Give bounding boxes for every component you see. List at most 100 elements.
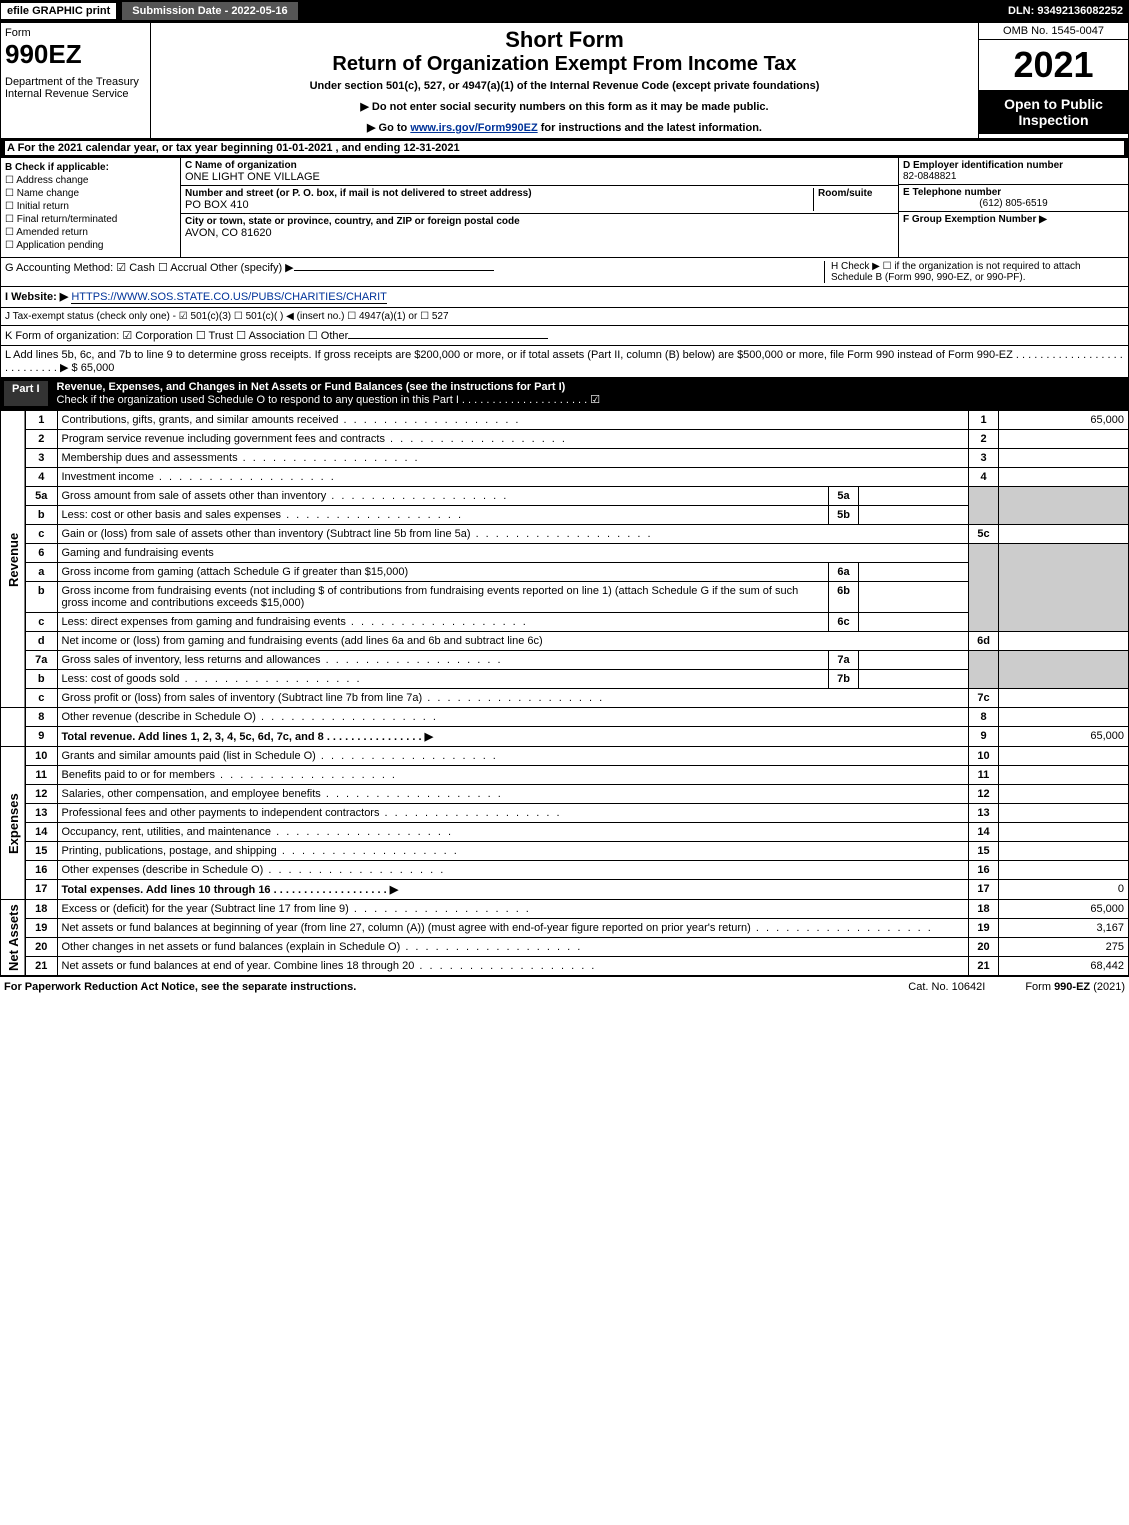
r15-rv bbox=[999, 842, 1129, 861]
r12-rn: 12 bbox=[969, 785, 999, 804]
r4-n: 4 bbox=[25, 468, 57, 487]
r6d-rn: 6d bbox=[969, 632, 999, 651]
r21-rn: 21 bbox=[969, 957, 999, 976]
r15-rn: 15 bbox=[969, 842, 999, 861]
efile-label[interactable]: efile GRAPHIC print bbox=[0, 2, 117, 20]
c-city-label: City or town, state or province, country… bbox=[185, 216, 520, 227]
r14-d: Occupancy, rent, utilities, and maintena… bbox=[57, 823, 969, 842]
d-ein-label: D Employer identification number bbox=[903, 160, 1063, 171]
r20-n: 20 bbox=[25, 938, 57, 957]
r5a-d: Gross amount from sale of assets other t… bbox=[57, 487, 829, 506]
entity-block: B Check if applicable: ☐ Address change … bbox=[0, 158, 1129, 258]
r13-n: 13 bbox=[25, 804, 57, 823]
rev-side-spacer bbox=[1, 708, 26, 747]
r6-n: 6 bbox=[25, 544, 57, 563]
form-label: Form bbox=[5, 27, 146, 39]
chk-name[interactable]: ☐ Name change bbox=[5, 188, 176, 199]
r7a-sv bbox=[859, 651, 969, 670]
part-1-table: Revenue 1 Contributions, gifts, grants, … bbox=[0, 410, 1129, 976]
r20-d: Other changes in net assets or fund bala… bbox=[57, 938, 969, 957]
r9-n: 9 bbox=[25, 727, 57, 747]
r5-shade-v bbox=[999, 487, 1129, 525]
r8-n: 8 bbox=[25, 708, 57, 727]
r7b-sv bbox=[859, 670, 969, 689]
r6d-d: Net income or (loss) from gaming and fun… bbox=[57, 632, 969, 651]
section-b: B Check if applicable: ☐ Address change … bbox=[1, 158, 181, 257]
r19-d: Net assets or fund balances at beginning… bbox=[57, 919, 969, 938]
r15-d: Printing, publications, postage, and shi… bbox=[57, 842, 969, 861]
r5a-sn: 5a bbox=[829, 487, 859, 506]
r7c-rn: 7c bbox=[969, 689, 999, 708]
r7c-n: c bbox=[25, 689, 57, 708]
chk-address[interactable]: ☐ Address change bbox=[5, 175, 176, 186]
chk-initial[interactable]: ☐ Initial return bbox=[5, 201, 176, 212]
section-c: C Name of organization ONE LIGHT ONE VIL… bbox=[181, 158, 898, 257]
instr-2: ▶ Go to www.irs.gov/Form990EZ for instru… bbox=[155, 121, 974, 134]
r6c-n: c bbox=[25, 613, 57, 632]
instr-1: ▶ Do not enter social security numbers o… bbox=[155, 100, 974, 113]
r2-rv bbox=[999, 430, 1129, 449]
line-k: K Form of organization: ☑ Corporation ☐ … bbox=[0, 326, 1129, 346]
r6-shade-v bbox=[999, 544, 1129, 632]
expenses-side-label: Expenses bbox=[1, 747, 26, 900]
line-i: I Website: ▶ HTTPS://WWW.SOS.STATE.CO.US… bbox=[0, 287, 1129, 308]
chk-pending[interactable]: ☐ Application pending bbox=[5, 240, 176, 251]
section-d: D Employer identification number 82-0848… bbox=[898, 158, 1128, 257]
r6c-sn: 6c bbox=[829, 613, 859, 632]
r7a-n: 7a bbox=[25, 651, 57, 670]
r5b-n: b bbox=[25, 506, 57, 525]
netassets-side-label: Net Assets bbox=[1, 900, 26, 976]
r11-d: Benefits paid to or for members bbox=[57, 766, 969, 785]
r13-rn: 13 bbox=[969, 804, 999, 823]
tax-year: 2021 bbox=[979, 40, 1128, 90]
dept-label: Department of the Treasury Internal Reve… bbox=[5, 76, 146, 100]
r2-n: 2 bbox=[25, 430, 57, 449]
r19-rn: 19 bbox=[969, 919, 999, 938]
part-1-header: Part I Revenue, Expenses, and Changes in… bbox=[0, 378, 1129, 410]
b-label: B Check if applicable: bbox=[5, 162, 176, 173]
website-url[interactable]: HTTPS://WWW.SOS.STATE.CO.US/PUBS/CHARITI… bbox=[71, 291, 387, 303]
r6b-d: Gross income from fundraising events (no… bbox=[57, 582, 829, 613]
row-a-text: A For the 2021 calendar year, or tax yea… bbox=[5, 141, 1124, 155]
r7-shade-v bbox=[999, 651, 1129, 689]
r18-n: 18 bbox=[25, 900, 57, 919]
r1-rv: 65,000 bbox=[999, 411, 1129, 430]
r6a-d: Gross income from gaming (attach Schedul… bbox=[57, 563, 829, 582]
r6c-d: Less: direct expenses from gaming and fu… bbox=[57, 613, 829, 632]
r19-rv: 3,167 bbox=[999, 919, 1129, 938]
submission-date: Submission Date - 2022-05-16 bbox=[121, 1, 298, 21]
r7-shade bbox=[969, 651, 999, 689]
irs-link[interactable]: www.irs.gov/Form990EZ bbox=[410, 122, 537, 134]
website-link[interactable]: HTTPS://WWW.SOS.STATE.CO.US/PUBS/CHARITI… bbox=[71, 291, 387, 304]
r6b-n: b bbox=[25, 582, 57, 613]
r10-d: Grants and similar amounts paid (list in… bbox=[57, 747, 969, 766]
open-to-public: Open to Public Inspection bbox=[979, 90, 1128, 134]
k-blank[interactable] bbox=[348, 338, 548, 339]
r7a-sn: 7a bbox=[829, 651, 859, 670]
row-a: A For the 2021 calendar year, or tax yea… bbox=[0, 139, 1129, 158]
r12-n: 12 bbox=[25, 785, 57, 804]
r5a-n: 5a bbox=[25, 487, 57, 506]
r11-rv bbox=[999, 766, 1129, 785]
r18-rn: 18 bbox=[969, 900, 999, 919]
r6b-sv bbox=[859, 582, 969, 613]
top-bar: efile GRAPHIC print Submission Date - 20… bbox=[0, 0, 1129, 22]
chk-amended[interactable]: ☐ Amended return bbox=[5, 227, 176, 238]
g-blank[interactable] bbox=[294, 270, 494, 271]
r14-rv bbox=[999, 823, 1129, 842]
r18-rv: 65,000 bbox=[999, 900, 1129, 919]
r17-n: 17 bbox=[25, 880, 57, 900]
r13-rv bbox=[999, 804, 1129, 823]
r20-rn: 20 bbox=[969, 938, 999, 957]
form-ref: Form 990-EZ (2021) bbox=[1025, 981, 1125, 993]
form-number: 990EZ bbox=[5, 39, 146, 70]
r16-n: 16 bbox=[25, 861, 57, 880]
revenue-side-label: Revenue bbox=[1, 411, 26, 708]
r6d-n: d bbox=[25, 632, 57, 651]
r17-rn: 17 bbox=[969, 880, 999, 900]
chk-final[interactable]: ☐ Final return/terminated bbox=[5, 214, 176, 225]
cat-no: Cat. No. 10642I bbox=[908, 981, 985, 993]
under-section: Under section 501(c), 527, or 4947(a)(1)… bbox=[155, 80, 974, 92]
e-tel-label: E Telephone number bbox=[903, 187, 1001, 198]
org-street: PO BOX 410 bbox=[185, 199, 249, 211]
